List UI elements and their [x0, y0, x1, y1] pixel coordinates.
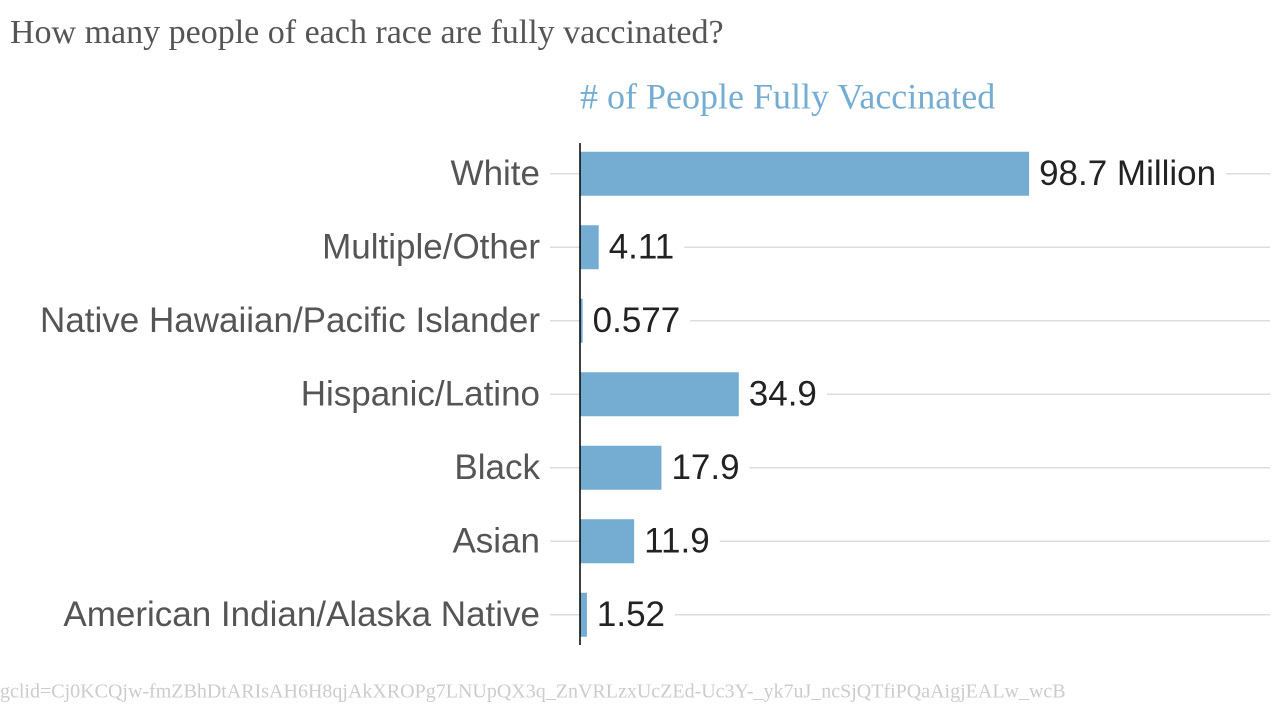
value-label: 11.9 — [644, 522, 710, 561]
chart-title: How many people of each race are fully v… — [10, 14, 724, 51]
bar — [580, 445, 662, 490]
value-label: 0.577 — [593, 301, 681, 340]
value-label: 1.52 — [597, 595, 665, 634]
category-label: Asian — [452, 522, 540, 561]
category-label: White — [451, 154, 540, 193]
value-label: 98.7 Million — [1039, 154, 1216, 193]
value-label: 17.9 — [671, 448, 739, 487]
source-note: gclid=Cj0KCQjw-fmZBhDtARIsAH6H8qjAkXROPg… — [0, 681, 1066, 703]
chart-subtitle: # of People Fully Vaccinated — [580, 76, 995, 116]
category-label: Hispanic/Latino — [301, 375, 540, 414]
category-label: Black — [454, 448, 540, 487]
category-label: American Indian/Alaska Native — [63, 595, 540, 634]
category-label: Native Hawaiian/Pacific Islander — [40, 301, 540, 340]
bar — [580, 592, 587, 637]
bar — [580, 519, 635, 564]
bar — [580, 225, 599, 270]
value-label: 34.9 — [749, 375, 817, 414]
bar — [580, 298, 583, 343]
bar — [580, 372, 739, 417]
category-label: Multiple/Other — [322, 228, 540, 267]
value-label: 4.11 — [609, 228, 675, 267]
bar — [580, 151, 1030, 196]
